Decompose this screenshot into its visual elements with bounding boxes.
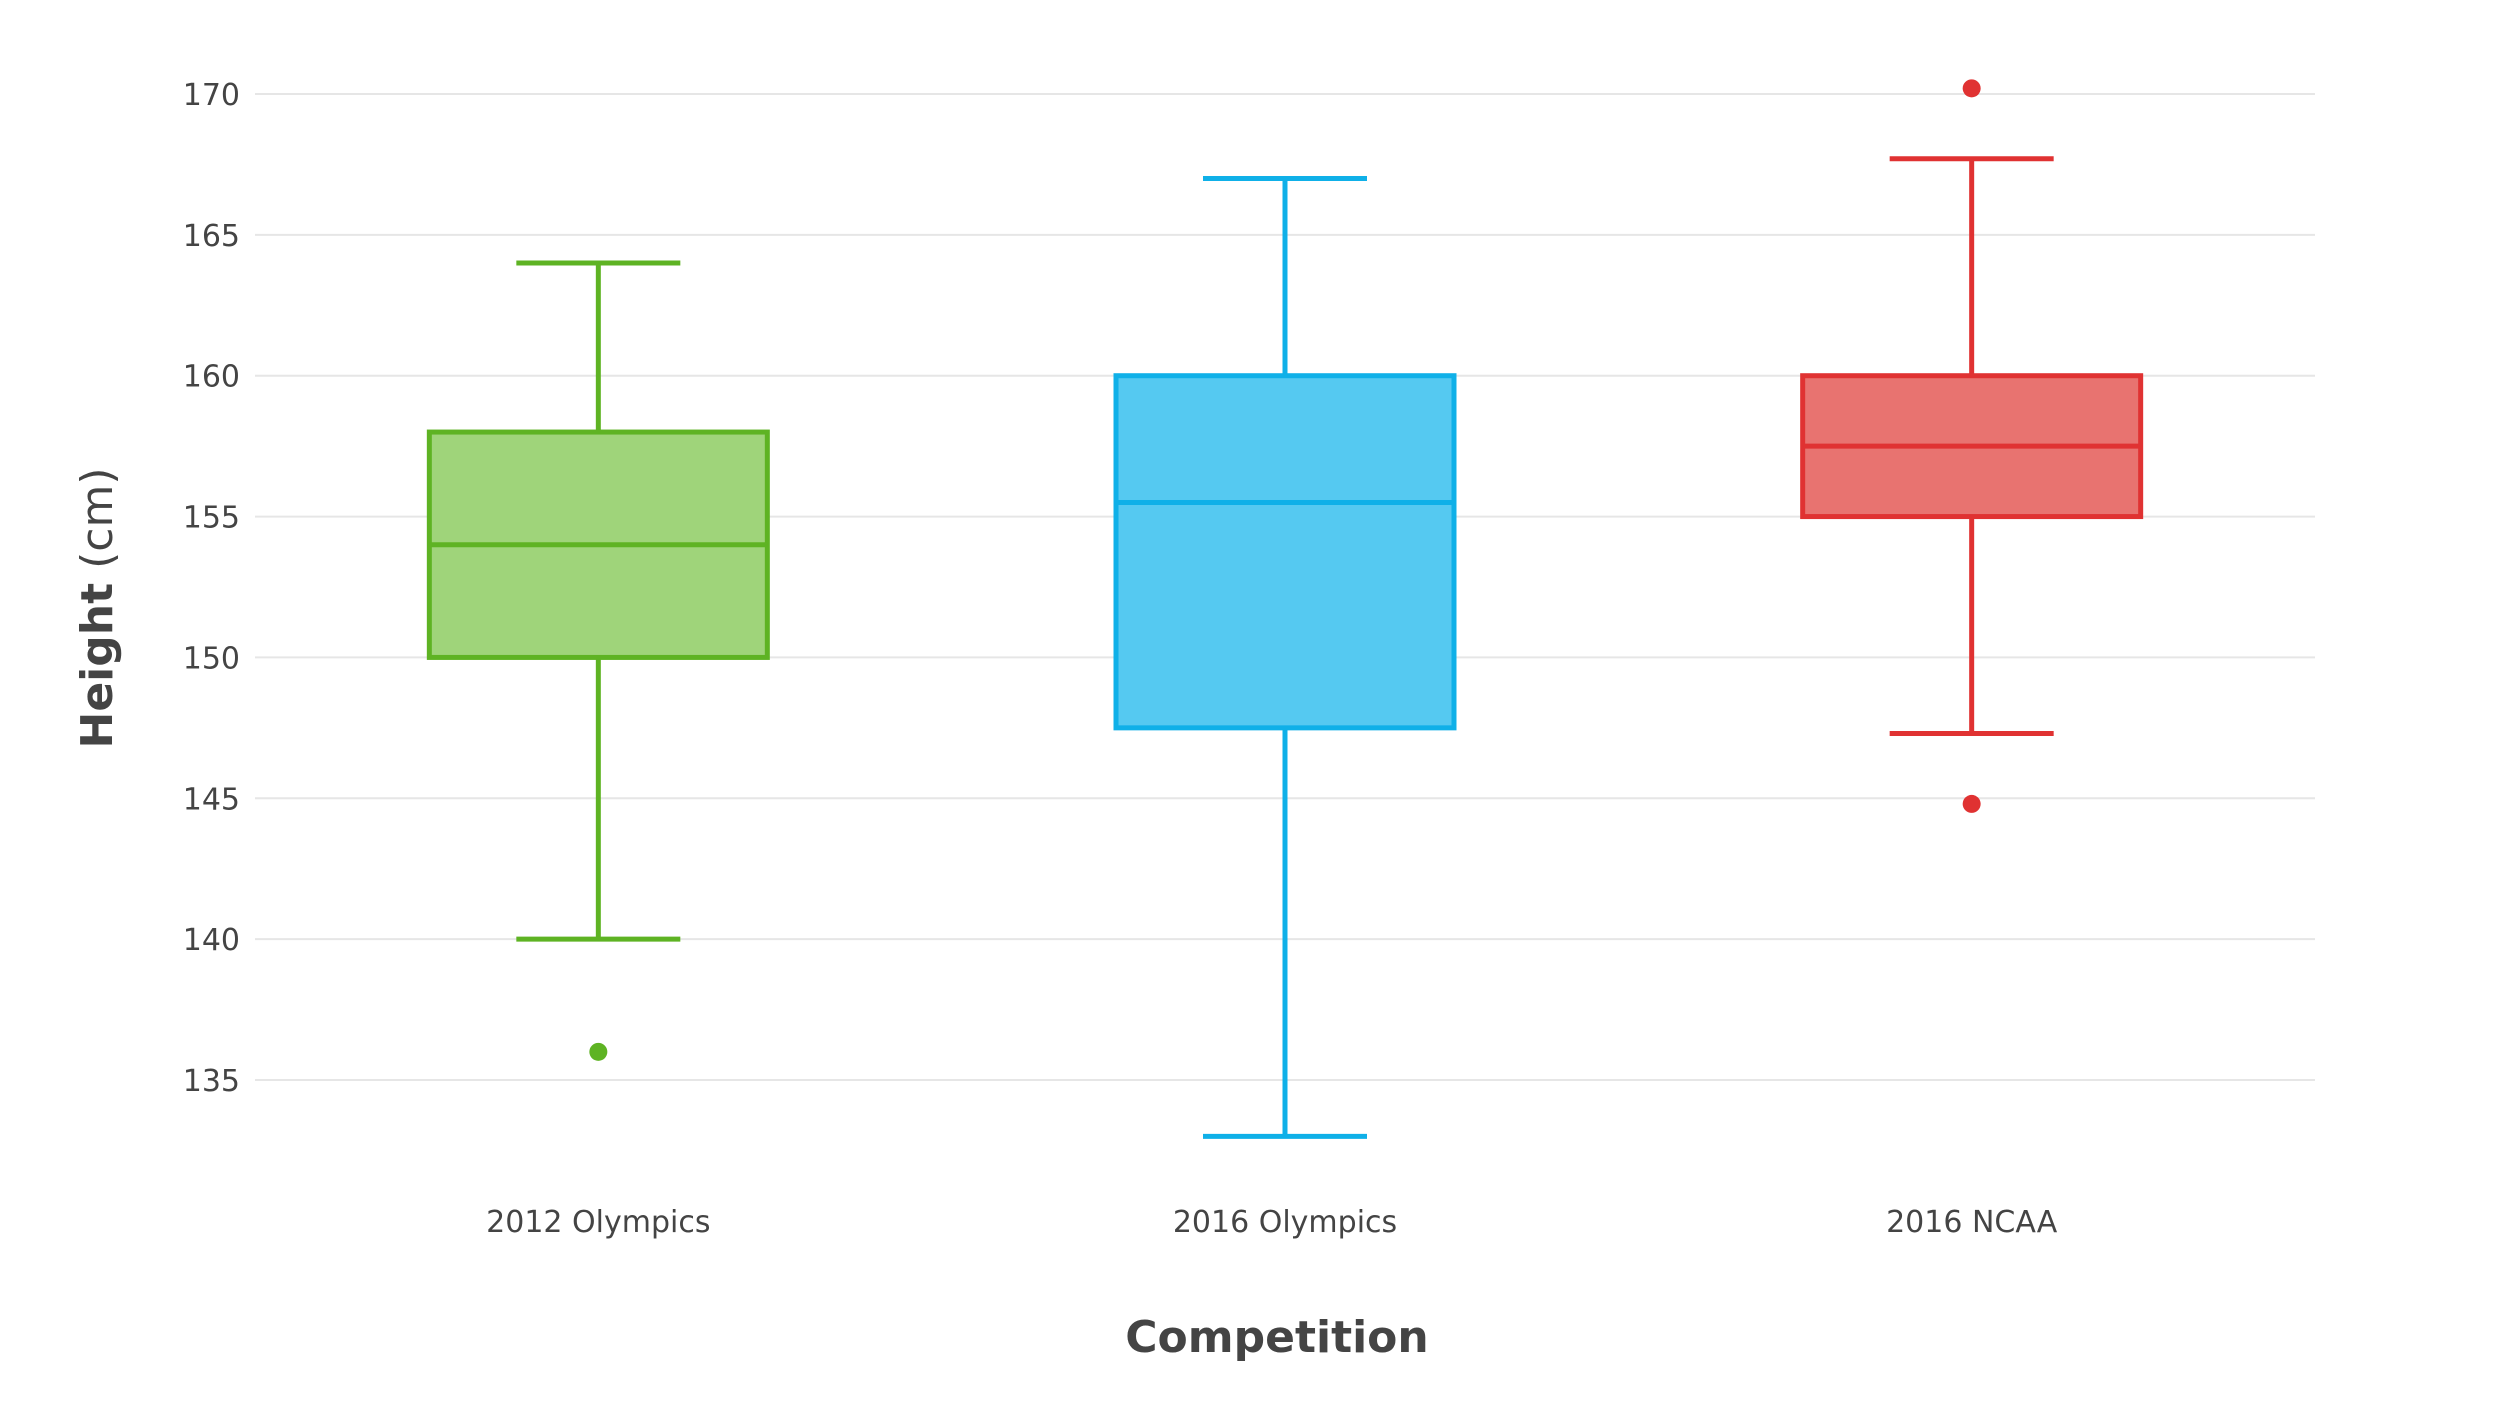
y-tick-label: 165	[183, 219, 240, 254]
x-tick-label: 2016 Olympics	[1173, 1205, 1397, 1240]
x-tick-labels: 2012 Olympics 2016 Olympics 2016 NCAA	[486, 1205, 2058, 1240]
y-tick-label: 145	[183, 782, 240, 817]
outlier-point	[1962, 794, 1981, 813]
x-tick-label: 2012 Olympics	[486, 1205, 710, 1240]
y-tick-label: 150	[183, 641, 240, 676]
y-tick-labels: 135 140 145 150 155 160 165 170	[183, 78, 240, 1099]
outlier-point	[589, 1042, 608, 1061]
box-group	[426, 260, 770, 1061]
iqr-box	[1113, 373, 1457, 731]
x-axis-title: Competition	[1125, 1312, 1429, 1363]
boxes	[426, 79, 2144, 1139]
y-tick-label: 155	[183, 501, 240, 536]
y-axis-title: Height (cm)	[72, 468, 123, 749]
y-axis-title-unit	[72, 569, 123, 583]
x-tick-label: 2016 NCAA	[1886, 1205, 2058, 1240]
y-tick-label: 170	[183, 78, 240, 113]
y-tick-label: 160	[183, 360, 240, 395]
outlier-point	[1962, 79, 1981, 98]
y-axis-title-unit-text: (cm)	[72, 468, 123, 569]
y-tick-label: 140	[183, 923, 240, 958]
y-tick-label: 135	[183, 1064, 240, 1099]
box-group	[1800, 79, 2144, 813]
y-axis-title-main: Height	[72, 583, 123, 749]
box-group	[1113, 176, 1457, 1139]
